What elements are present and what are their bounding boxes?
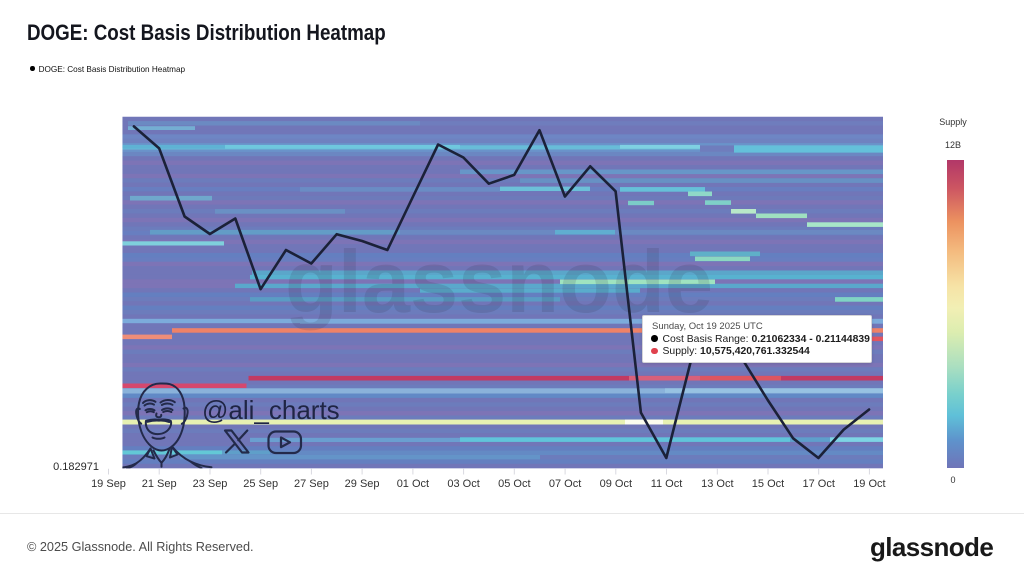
svg-text:@ali_charts: @ali_charts <box>202 395 340 425</box>
svg-text:glassnode: glassnode <box>285 232 713 331</box>
